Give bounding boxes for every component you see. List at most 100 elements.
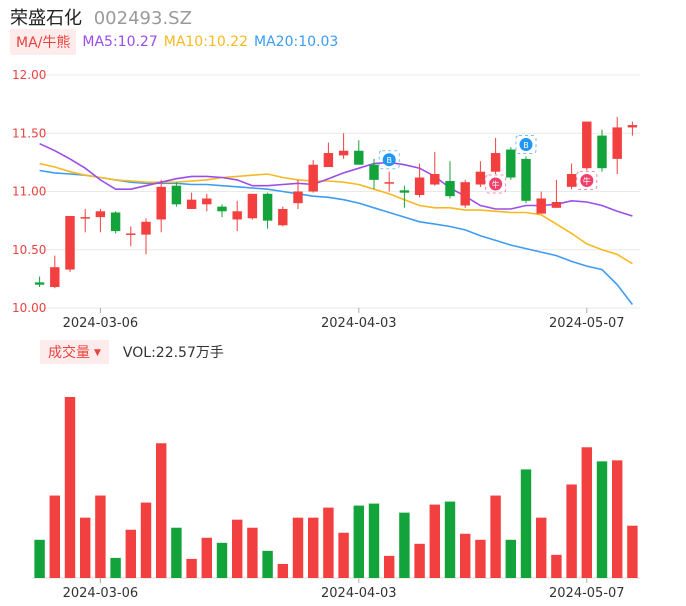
volume-bar bbox=[429, 504, 441, 578]
candle-body bbox=[338, 150, 349, 156]
volume-bar bbox=[49, 495, 61, 578]
candle bbox=[521, 156, 531, 204]
candle-body bbox=[536, 198, 546, 214]
candle-body bbox=[308, 164, 318, 192]
bull-icon bbox=[580, 174, 594, 188]
candle bbox=[186, 192, 197, 209]
x-tick-label: 2024-04-03 bbox=[321, 316, 397, 331]
candle-body bbox=[475, 171, 486, 185]
ma-indicator-toggle[interactable]: MA/牛熊 bbox=[10, 29, 77, 55]
ma-legend: MA/牛熊 MA5:10.27 MA10:10.22 MA20:10.03 bbox=[10, 29, 339, 55]
marker-label: 牛 bbox=[492, 180, 500, 190]
candle-body bbox=[430, 174, 440, 185]
candle-body bbox=[384, 182, 394, 184]
volume-bar bbox=[34, 539, 45, 578]
candle-body bbox=[247, 193, 258, 219]
x-tick-label: 2024-04-03 bbox=[321, 586, 397, 601]
candle bbox=[582, 121, 592, 171]
candle bbox=[490, 137, 501, 175]
candle-body bbox=[627, 125, 638, 128]
candle-body bbox=[369, 164, 379, 180]
bull-signal-marker: 牛 bbox=[485, 174, 507, 194]
volume-bar bbox=[459, 533, 471, 578]
volume-bar bbox=[627, 525, 638, 578]
volume-bar bbox=[171, 527, 182, 578]
volume-bar bbox=[262, 550, 273, 578]
shield-icon bbox=[519, 138, 533, 152]
volume-bar bbox=[581, 447, 593, 578]
volume-bar bbox=[247, 527, 258, 578]
candle bbox=[247, 193, 258, 220]
volume-bar bbox=[611, 460, 623, 578]
marker-frame bbox=[515, 135, 537, 155]
volume-value: VOL:22.57万手 bbox=[122, 345, 224, 361]
stock-name: 荣盛石化 bbox=[10, 8, 82, 29]
stock-title: 荣盛石化 002493.SZ bbox=[10, 4, 192, 30]
candle bbox=[536, 191, 546, 214]
stock-code: 002493.SZ bbox=[93, 8, 192, 29]
candle bbox=[95, 208, 106, 233]
volume-bar bbox=[277, 563, 289, 578]
volume-bar bbox=[323, 507, 334, 578]
candle-body bbox=[141, 221, 151, 235]
x-tick-label: 2024-05-07 bbox=[549, 586, 625, 601]
candle bbox=[308, 160, 318, 193]
marker-label: B bbox=[386, 156, 392, 165]
volume-bar bbox=[444, 501, 456, 578]
candle bbox=[65, 215, 75, 272]
candle-body bbox=[551, 201, 562, 208]
candle-body bbox=[566, 174, 577, 187]
volume-bar bbox=[520, 469, 532, 578]
price-tick-label: 12.00 bbox=[12, 68, 46, 82]
volume-bar bbox=[551, 554, 562, 578]
candle bbox=[293, 179, 303, 209]
volume-bar bbox=[125, 529, 137, 578]
candle bbox=[217, 204, 227, 218]
candle bbox=[34, 276, 45, 288]
volume-tag-label: 成交量 bbox=[48, 345, 90, 361]
candle-body bbox=[34, 282, 45, 285]
volume-bar bbox=[414, 543, 425, 578]
candle-body bbox=[65, 215, 75, 270]
candle-body bbox=[490, 153, 501, 172]
volume-bar bbox=[383, 555, 395, 578]
price-tick-label: 11.50 bbox=[12, 126, 46, 140]
candle bbox=[597, 129, 607, 172]
volume-bar bbox=[338, 532, 349, 578]
marker-frame bbox=[485, 174, 507, 194]
candle-body bbox=[293, 191, 303, 204]
candle bbox=[627, 121, 638, 136]
price-tick-label: 10.50 bbox=[12, 243, 46, 257]
candle-body bbox=[414, 177, 425, 195]
candle-body bbox=[323, 153, 334, 168]
candle-body bbox=[156, 186, 166, 220]
candle-body bbox=[612, 127, 622, 159]
volume-legend: 成交量 ▼ VOL:22.57万手 bbox=[40, 340, 224, 364]
x-tick-label: 2024-03-06 bbox=[63, 586, 139, 601]
candle-body bbox=[399, 190, 410, 193]
volume-bar bbox=[79, 517, 91, 578]
candle bbox=[338, 133, 349, 159]
candle bbox=[202, 193, 212, 212]
candle bbox=[475, 161, 486, 187]
x-tick-label: 2024-05-07 bbox=[549, 316, 625, 331]
candle-body bbox=[506, 149, 516, 178]
candle bbox=[460, 179, 470, 208]
candle-body bbox=[232, 211, 242, 220]
candle bbox=[156, 179, 166, 233]
volume-bar bbox=[490, 495, 501, 578]
candle bbox=[141, 218, 151, 255]
ma20-label: MA20:10.03 bbox=[254, 34, 339, 50]
candle bbox=[171, 182, 182, 207]
buy-signal-marker: B bbox=[515, 135, 537, 155]
shield-icon bbox=[382, 153, 396, 167]
candle-body bbox=[126, 233, 136, 235]
volume-indicator-dropdown[interactable]: 成交量 ▼ bbox=[40, 340, 109, 364]
candle bbox=[126, 226, 136, 247]
candle-body bbox=[445, 181, 455, 197]
volume-bar bbox=[596, 461, 608, 578]
marker-frame bbox=[576, 171, 598, 191]
candle-body bbox=[278, 208, 288, 226]
buy-signal-marker: B bbox=[378, 150, 400, 170]
